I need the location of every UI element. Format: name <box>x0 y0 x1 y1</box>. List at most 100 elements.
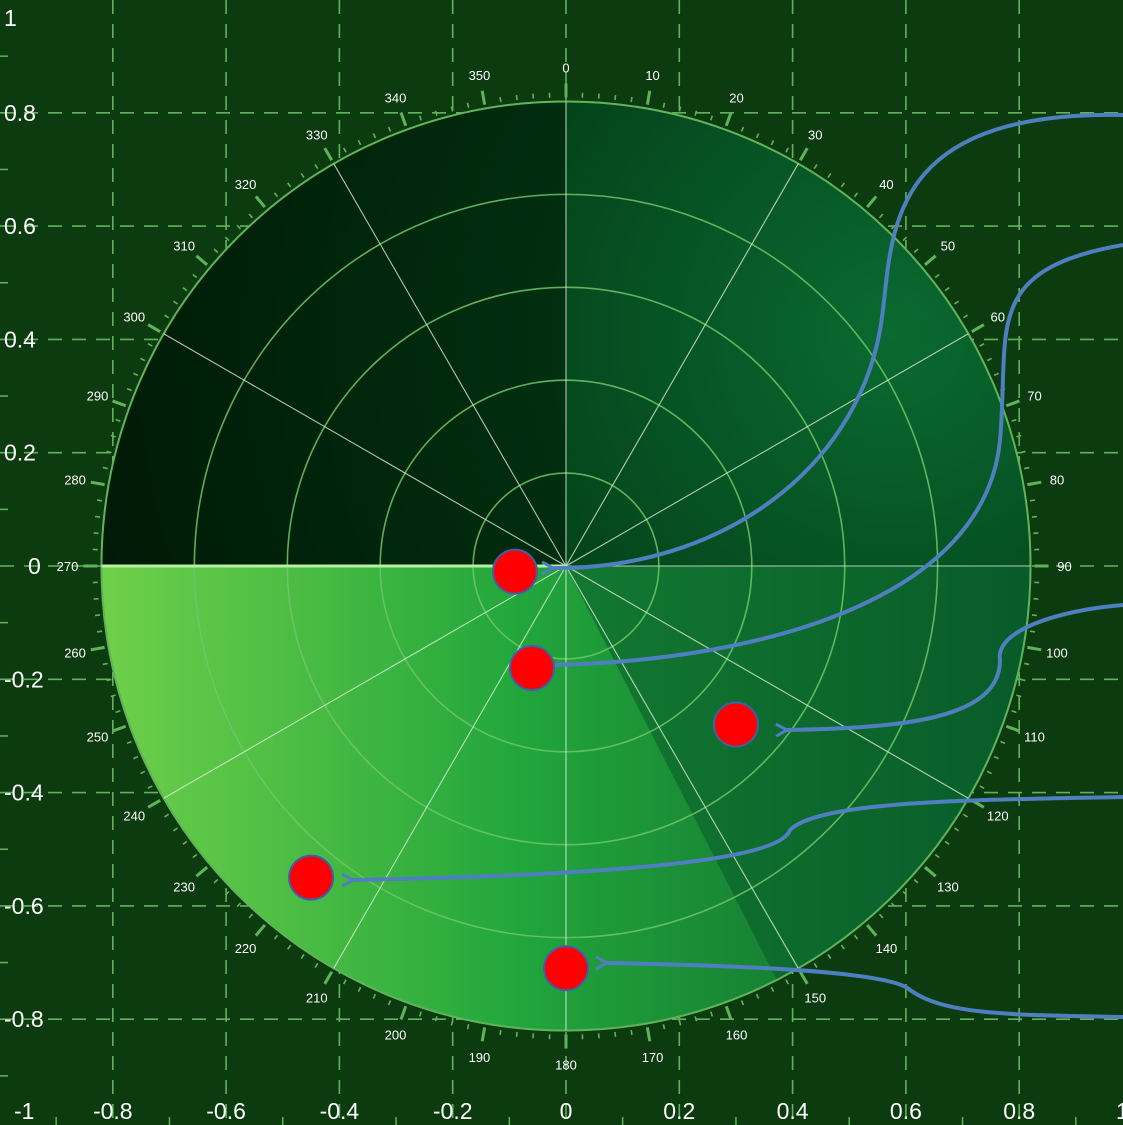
angle-tick <box>840 944 845 950</box>
x-tick-label: -0.8 <box>93 1098 133 1124</box>
angle-tick <box>993 755 999 760</box>
angle-label: 260 <box>64 646 86 661</box>
angle-tick <box>798 971 809 985</box>
y-tick-label: -0.8 <box>4 1006 44 1032</box>
angle-tick <box>953 827 960 832</box>
angle-tick <box>466 1024 470 1030</box>
angle-tick <box>979 785 985 790</box>
angle-tick <box>112 724 127 733</box>
angle-tick <box>273 192 279 198</box>
angle-tick <box>1024 466 1030 470</box>
angle-tick <box>785 979 790 985</box>
x-tick-label: 0.4 <box>777 1098 809 1124</box>
angle-tick <box>254 923 266 937</box>
angle-label: 340 <box>385 91 407 106</box>
arrow-line <box>555 243 1123 665</box>
angle-tick <box>300 172 305 179</box>
angle-tick <box>986 357 992 362</box>
angle-label: 290 <box>87 388 109 403</box>
angle-tick <box>323 147 334 161</box>
angle-tick <box>418 115 422 121</box>
angle-tick <box>94 515 101 518</box>
angle-label: 270 <box>57 559 79 574</box>
angle-tick <box>986 770 992 775</box>
axis-ticks: 0102030405060708090100110120130140150160… <box>4 5 1123 1124</box>
angle-tick <box>630 1029 633 1036</box>
angle-tick <box>399 112 408 127</box>
angle-label: 10 <box>645 68 659 83</box>
angle-label: 140 <box>876 941 898 956</box>
x-tick-label: -0.2 <box>433 1098 473 1124</box>
angle-tick <box>342 147 347 153</box>
angle-tick <box>1031 515 1038 518</box>
angle-label: 80 <box>1050 472 1064 487</box>
angle-tick <box>480 90 487 105</box>
data-point <box>492 548 539 595</box>
angle-label: 250 <box>87 730 109 745</box>
angle-tick <box>399 1005 408 1020</box>
arrow-line <box>352 795 1123 880</box>
angle-tick <box>434 110 438 116</box>
angle-tick <box>163 314 170 319</box>
spoke-line <box>163 333 567 567</box>
angle-tick <box>273 934 279 940</box>
angle-label: 150 <box>804 991 826 1006</box>
angle-tick <box>195 254 209 266</box>
angle-tick <box>106 450 112 454</box>
angle-tick <box>913 248 919 254</box>
angle-tick <box>902 890 908 896</box>
angle-tick <box>798 147 809 161</box>
angle-tick <box>213 878 219 884</box>
angle-tick <box>694 1016 698 1022</box>
y-tick-label: 0.4 <box>4 326 36 352</box>
angle-tick <box>147 785 153 790</box>
angle-tick <box>163 813 170 818</box>
angle-tick <box>913 878 919 884</box>
angle-tick <box>450 1020 454 1026</box>
angle-label: 20 <box>729 91 743 106</box>
angle-tick <box>236 902 242 908</box>
angle-tick <box>172 827 179 832</box>
angle-tick <box>357 140 362 146</box>
angle-tick <box>287 182 292 188</box>
angle-tick <box>1005 724 1020 733</box>
angle-tick <box>102 662 108 666</box>
angle-tick <box>1027 645 1042 652</box>
angle-tick <box>827 172 832 179</box>
angle-tick <box>110 434 116 438</box>
angle-tick <box>434 1016 438 1022</box>
angle-tick <box>662 1024 666 1030</box>
angle-tick <box>450 106 454 112</box>
angle-tick <box>740 1000 745 1006</box>
y-tick-label: -0.4 <box>4 780 44 806</box>
angle-tick <box>372 993 377 999</box>
angle-label: 190 <box>469 1050 491 1065</box>
x-tick-label: -0.6 <box>206 1098 246 1124</box>
angle-tick <box>755 993 760 999</box>
angle-tick <box>236 224 242 230</box>
angle-tick <box>96 630 103 633</box>
angle-tick <box>710 1011 714 1017</box>
angle-tick <box>1011 710 1017 714</box>
angle-tick <box>785 147 790 153</box>
arrow-line <box>606 963 1123 1019</box>
angle-tick <box>254 195 266 209</box>
angle-label: 310 <box>173 239 195 254</box>
angle-tick <box>630 96 633 103</box>
angle-tick <box>126 740 132 745</box>
angle-label: 210 <box>306 991 328 1006</box>
y-tick-label: 0 <box>28 553 41 579</box>
angle-tick <box>192 273 198 279</box>
angle-tick <box>934 273 940 279</box>
angle-tick <box>182 840 188 845</box>
y-tick-label: 0.6 <box>4 213 36 239</box>
angle-tick <box>678 1020 682 1026</box>
angle-tick <box>499 96 502 103</box>
angle-tick <box>770 986 775 992</box>
angle-tick <box>357 986 362 992</box>
angle-tick <box>662 102 666 108</box>
angle-tick <box>878 913 884 919</box>
angle-tick <box>140 357 146 362</box>
angle-tick <box>515 1031 518 1038</box>
